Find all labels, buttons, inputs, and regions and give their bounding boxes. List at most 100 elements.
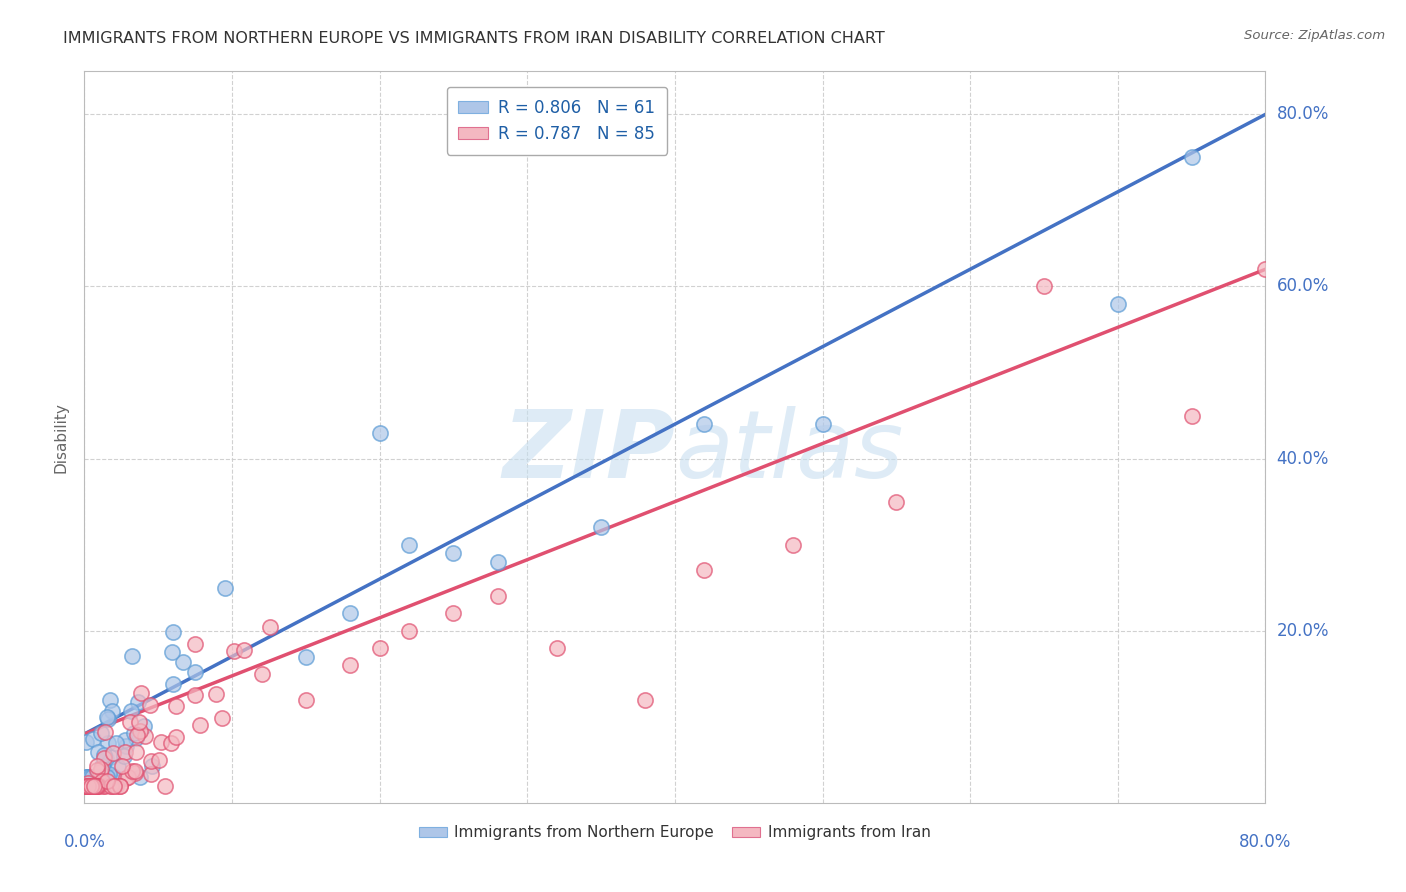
Point	[141, 759, 163, 773]
Point	[443, 607, 465, 621]
Point	[100, 705, 122, 719]
Point	[162, 677, 184, 691]
Point	[1181, 409, 1204, 423]
Point	[1107, 296, 1129, 310]
Point	[634, 692, 657, 706]
Point	[93, 748, 115, 763]
Point	[222, 644, 245, 658]
Point	[91, 779, 114, 793]
Point	[86, 779, 108, 793]
Point	[546, 640, 568, 655]
Point	[94, 779, 117, 793]
Point	[443, 546, 465, 560]
Point	[121, 649, 143, 664]
Text: 60.0%: 60.0%	[1277, 277, 1329, 295]
Point	[93, 751, 115, 765]
Point	[139, 698, 162, 713]
Point	[89, 765, 111, 780]
Point	[124, 764, 146, 778]
Point	[134, 729, 156, 743]
Text: 80.0%: 80.0%	[1277, 105, 1329, 123]
Point	[98, 749, 121, 764]
Point	[398, 624, 420, 638]
Point	[97, 712, 120, 726]
Point	[86, 763, 108, 777]
Point	[98, 692, 121, 706]
Point	[90, 774, 112, 789]
Point	[1254, 262, 1277, 277]
Point	[90, 762, 112, 776]
Point	[115, 771, 138, 785]
Text: 40.0%: 40.0%	[1277, 450, 1329, 467]
Point	[886, 494, 908, 508]
Point	[75, 735, 97, 749]
Point	[162, 625, 184, 640]
Text: 0.0%: 0.0%	[63, 833, 105, 851]
Point	[124, 745, 146, 759]
Point	[172, 655, 194, 669]
Point	[250, 666, 273, 681]
Point	[368, 640, 391, 655]
Point	[97, 736, 120, 750]
Point	[121, 764, 143, 778]
Point	[100, 779, 122, 793]
Point	[76, 779, 98, 793]
Point	[114, 732, 136, 747]
Point	[108, 779, 131, 793]
Point	[76, 770, 98, 784]
Point	[114, 745, 136, 759]
Point	[75, 779, 97, 793]
Point	[96, 770, 118, 784]
Point	[104, 736, 127, 750]
Point	[75, 779, 97, 793]
Point	[139, 767, 162, 781]
Text: IMMIGRANTS FROM NORTHERN EUROPE VS IMMIGRANTS FROM IRAN DISABILITY CORRELATION C: IMMIGRANTS FROM NORTHERN EUROPE VS IMMIG…	[63, 31, 884, 46]
Point	[120, 705, 142, 719]
Text: atlas: atlas	[675, 406, 903, 497]
Point	[1033, 279, 1056, 293]
Point	[693, 564, 716, 578]
Point	[84, 770, 107, 784]
Point	[89, 770, 111, 784]
Point	[165, 699, 187, 714]
Text: 20.0%: 20.0%	[1277, 622, 1329, 640]
Point	[184, 637, 207, 651]
Text: ZIP: ZIP	[502, 406, 675, 498]
Point	[110, 779, 132, 793]
Point	[155, 779, 177, 793]
Point	[339, 607, 361, 621]
Point	[76, 779, 98, 793]
Point	[124, 731, 146, 745]
Text: Source: ZipAtlas.com: Source: ZipAtlas.com	[1244, 29, 1385, 42]
Point	[118, 715, 141, 730]
Point	[129, 770, 152, 784]
Point	[398, 538, 420, 552]
Point	[83, 779, 105, 793]
Point	[122, 725, 145, 739]
Point	[295, 692, 318, 706]
Point	[148, 753, 170, 767]
Point	[486, 555, 509, 569]
Point	[75, 779, 97, 793]
Point	[86, 779, 108, 793]
Point	[86, 770, 108, 784]
Point	[103, 746, 125, 760]
Point	[86, 779, 108, 793]
Point	[80, 779, 103, 793]
Point	[112, 748, 135, 763]
Point	[139, 754, 162, 768]
Point	[104, 779, 127, 793]
Point	[101, 770, 124, 784]
Point	[91, 770, 114, 784]
Point	[295, 649, 318, 664]
Point	[117, 771, 139, 785]
Point	[811, 417, 834, 432]
Point	[103, 770, 125, 784]
Point	[86, 779, 108, 793]
Point	[150, 735, 173, 749]
Point	[115, 739, 138, 754]
Point	[124, 766, 146, 780]
Point	[94, 724, 117, 739]
Point	[128, 714, 150, 729]
Point	[76, 779, 98, 793]
